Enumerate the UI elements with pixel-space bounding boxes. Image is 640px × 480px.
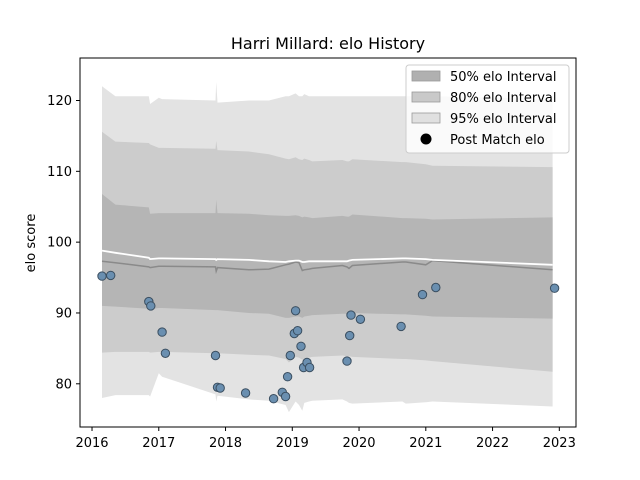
x-tick-label: 2017 [142, 436, 175, 451]
post-match-elo-point [355, 314, 366, 324]
post-match-elo-point [106, 270, 116, 281]
post-match-elo-point [431, 282, 441, 293]
post-match-elo-point [97, 271, 107, 281]
post-match-elo-point [549, 283, 560, 293]
x-tick-label: 2019 [276, 436, 309, 451]
post-match-elo-point [282, 372, 293, 382]
post-match-elo-point [292, 326, 303, 336]
y-axis-label: elo score [24, 214, 39, 273]
post-match-elo-point [215, 383, 225, 393]
post-match-elo-point [396, 321, 406, 332]
post-match-elo-point [346, 310, 356, 320]
post-match-elo-point [342, 356, 352, 366]
plot-area [97, 82, 560, 413]
post-match-elo-point [285, 350, 295, 361]
post-match-elo-point [296, 341, 306, 351]
y-axis: 80 90 100 110 120 [47, 94, 80, 392]
post-match-elo-point [280, 391, 291, 402]
x-tick-label: 2022 [476, 436, 509, 451]
post-match-elo-point [345, 330, 355, 341]
post-match-elo-point [160, 348, 171, 358]
x-tick-label: 2021 [409, 436, 442, 451]
post-match-elo-point [304, 362, 315, 373]
legend-swatch [411, 70, 441, 82]
post-match-elo-point [157, 327, 167, 337]
y-tick-label: 80 [55, 377, 72, 392]
x-tick-label: 2023 [543, 436, 576, 451]
y-tick-label: 120 [47, 94, 72, 109]
post-match-elo-point [240, 388, 251, 398]
post-match-elo-point [417, 289, 428, 300]
legend: 50% elo Interval 80% elo Interval 95% elo … [405, 64, 570, 154]
post-match-elo-point [146, 301, 156, 311]
post-match-elo-point [210, 350, 221, 361]
x-tick-label: 2020 [342, 436, 375, 451]
legend-swatch [411, 91, 441, 103]
legend-label: 80% elo Interval [450, 91, 557, 106]
legend-swatch [411, 112, 441, 124]
post-match-elo-point [290, 306, 301, 316]
x-tick-label: 2018 [209, 436, 242, 451]
x-axis: 2016 2017 2018 2019 2020 2021 2022 2023 [75, 427, 576, 451]
legend-label: 95% elo Interval [450, 112, 557, 127]
legend-box [405, 64, 570, 154]
y-tick-label: 90 [55, 306, 72, 321]
upper-elo-line [101, 249, 553, 266]
y-tick-label: 100 [47, 236, 72, 251]
legend-label: Post Match elo [450, 133, 545, 148]
post-match-elo-point [268, 394, 279, 404]
x-tick-label: 2016 [75, 436, 108, 451]
legend-marker [420, 133, 432, 145]
mean-elo-line [101, 259, 553, 275]
chart-title: Harri Millard: elo History [231, 34, 425, 53]
legend-label: 50% elo Interval [450, 70, 557, 85]
y-tick-label: 110 [47, 165, 72, 180]
